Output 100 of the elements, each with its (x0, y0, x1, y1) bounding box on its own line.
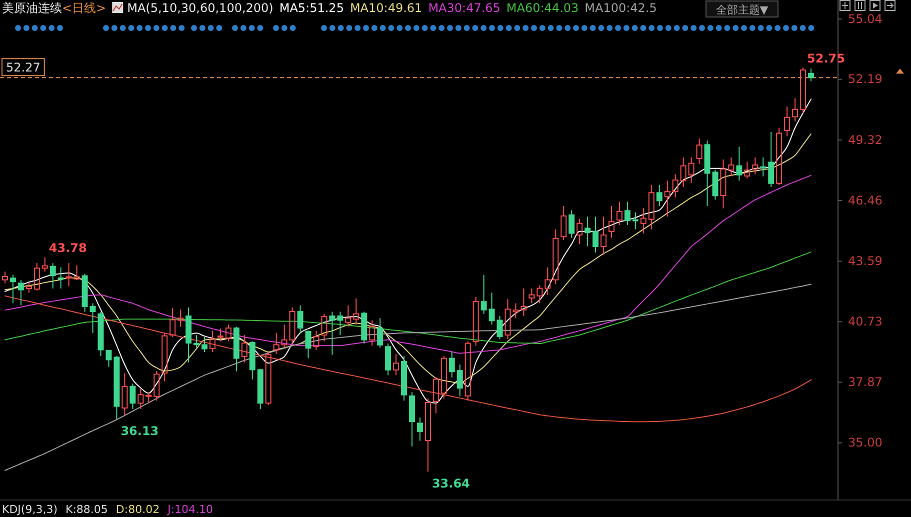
candlestick (369, 320, 376, 346)
candlestick (768, 131, 774, 188)
candlestick (353, 298, 360, 325)
candlestick (162, 332, 168, 382)
line-series (4, 295, 812, 422)
candlestick (664, 180, 670, 218)
y-tick-label: 55.04 (848, 12, 882, 26)
candlestick (520, 288, 527, 316)
candlestick (66, 262, 72, 287)
candlestick (584, 216, 591, 247)
annotation: 33.64 (432, 476, 470, 491)
annotation: 52.75 (807, 51, 845, 66)
candlestick (233, 326, 240, 372)
chart-subtitle: <日线> (62, 1, 106, 15)
text: MA100:42.5 (584, 1, 657, 15)
candlestick (202, 336, 208, 352)
candlestick (744, 161, 750, 180)
candlestick (289, 307, 296, 346)
line-series (4, 284, 812, 471)
candlestick (688, 156, 694, 184)
candlestick (672, 174, 678, 198)
text: MA60:44.03 (506, 1, 579, 15)
candlestick (42, 256, 48, 272)
candlestick (632, 212, 638, 230)
candlestick (784, 106, 790, 137)
candlestick (728, 156, 734, 177)
candlestick (178, 309, 184, 328)
line-series (4, 251, 812, 344)
candlestick (337, 311, 344, 336)
candlestick (416, 417, 423, 442)
chart-title: 美原油连续 (2, 1, 62, 15)
candlestick (10, 274, 16, 304)
annotation: 全部主题▼ (716, 4, 769, 16)
candlestick (170, 308, 176, 338)
candlestick (448, 351, 455, 378)
candlestick (696, 138, 702, 164)
candlestick (752, 156, 758, 175)
candlestick (401, 356, 407, 402)
candlestick (186, 307, 192, 364)
candlestick (241, 334, 248, 364)
candlestick (736, 146, 742, 182)
candlestick (281, 324, 288, 348)
candlestick (504, 298, 511, 340)
candlestick (528, 288, 535, 304)
candlestick (377, 318, 384, 348)
text: MA5:51.25 (279, 1, 344, 15)
candlestick (393, 354, 400, 376)
candlestick (313, 330, 320, 350)
candlestick (656, 184, 662, 207)
y-tick-label: 46.46 (848, 193, 882, 208)
candlestick (456, 364, 463, 397)
candlestick (249, 340, 256, 380)
candlestick (209, 330, 216, 352)
candlestick (130, 383, 136, 410)
candlestick (568, 210, 575, 238)
candlestick (680, 156, 686, 188)
text: J:104.10 (166, 503, 214, 516)
candlestick (440, 356, 447, 399)
candlestick (432, 376, 439, 414)
candlestick (760, 156, 766, 177)
legend-title: MA(5,10,30,60,100,200) (127, 1, 274, 15)
candlestick (138, 387, 144, 410)
y-tick-label: 40.73 (848, 314, 882, 329)
candlestick (409, 392, 415, 447)
candlestick (329, 311, 336, 356)
candlestick (512, 302, 519, 319)
candlestick (576, 218, 583, 245)
candlestick (560, 206, 567, 240)
candlestick (58, 266, 64, 289)
candlestick (82, 273, 88, 312)
candlestick (146, 392, 152, 404)
y-tick-label: 52.19 (848, 72, 882, 86)
candlestick (592, 216, 599, 254)
line-series (4, 174, 812, 354)
candlestick (704, 140, 710, 207)
candlestick (297, 304, 304, 334)
candlestick (114, 356, 120, 420)
candlestick (18, 280, 24, 306)
candlestick (217, 328, 224, 342)
candlestick (122, 372, 128, 416)
line-series (4, 98, 812, 404)
candlestick (608, 206, 614, 238)
text: MA30:47.65 (428, 1, 500, 15)
text: K:88.05 (66, 503, 108, 516)
text: MA10:49.61 (350, 1, 422, 15)
candlestick (273, 332, 280, 355)
text: KDJ(9,3,3) (2, 503, 58, 516)
annotation: 36.13 (120, 424, 159, 438)
y-tick-label: 43.59 (848, 254, 882, 268)
candlestick (720, 158, 726, 209)
candlestick (90, 302, 96, 334)
y-tick-label: 35.00 (848, 436, 882, 450)
candlestick (480, 274, 487, 314)
candlestick (536, 284, 543, 304)
y-tick-label: 37.87 (848, 375, 882, 390)
candlestick (792, 98, 798, 122)
candlestick (616, 201, 622, 226)
candlestick (321, 313, 328, 342)
text: D:80.02 (116, 503, 160, 516)
y-tick-label: 49.32 (848, 132, 882, 147)
